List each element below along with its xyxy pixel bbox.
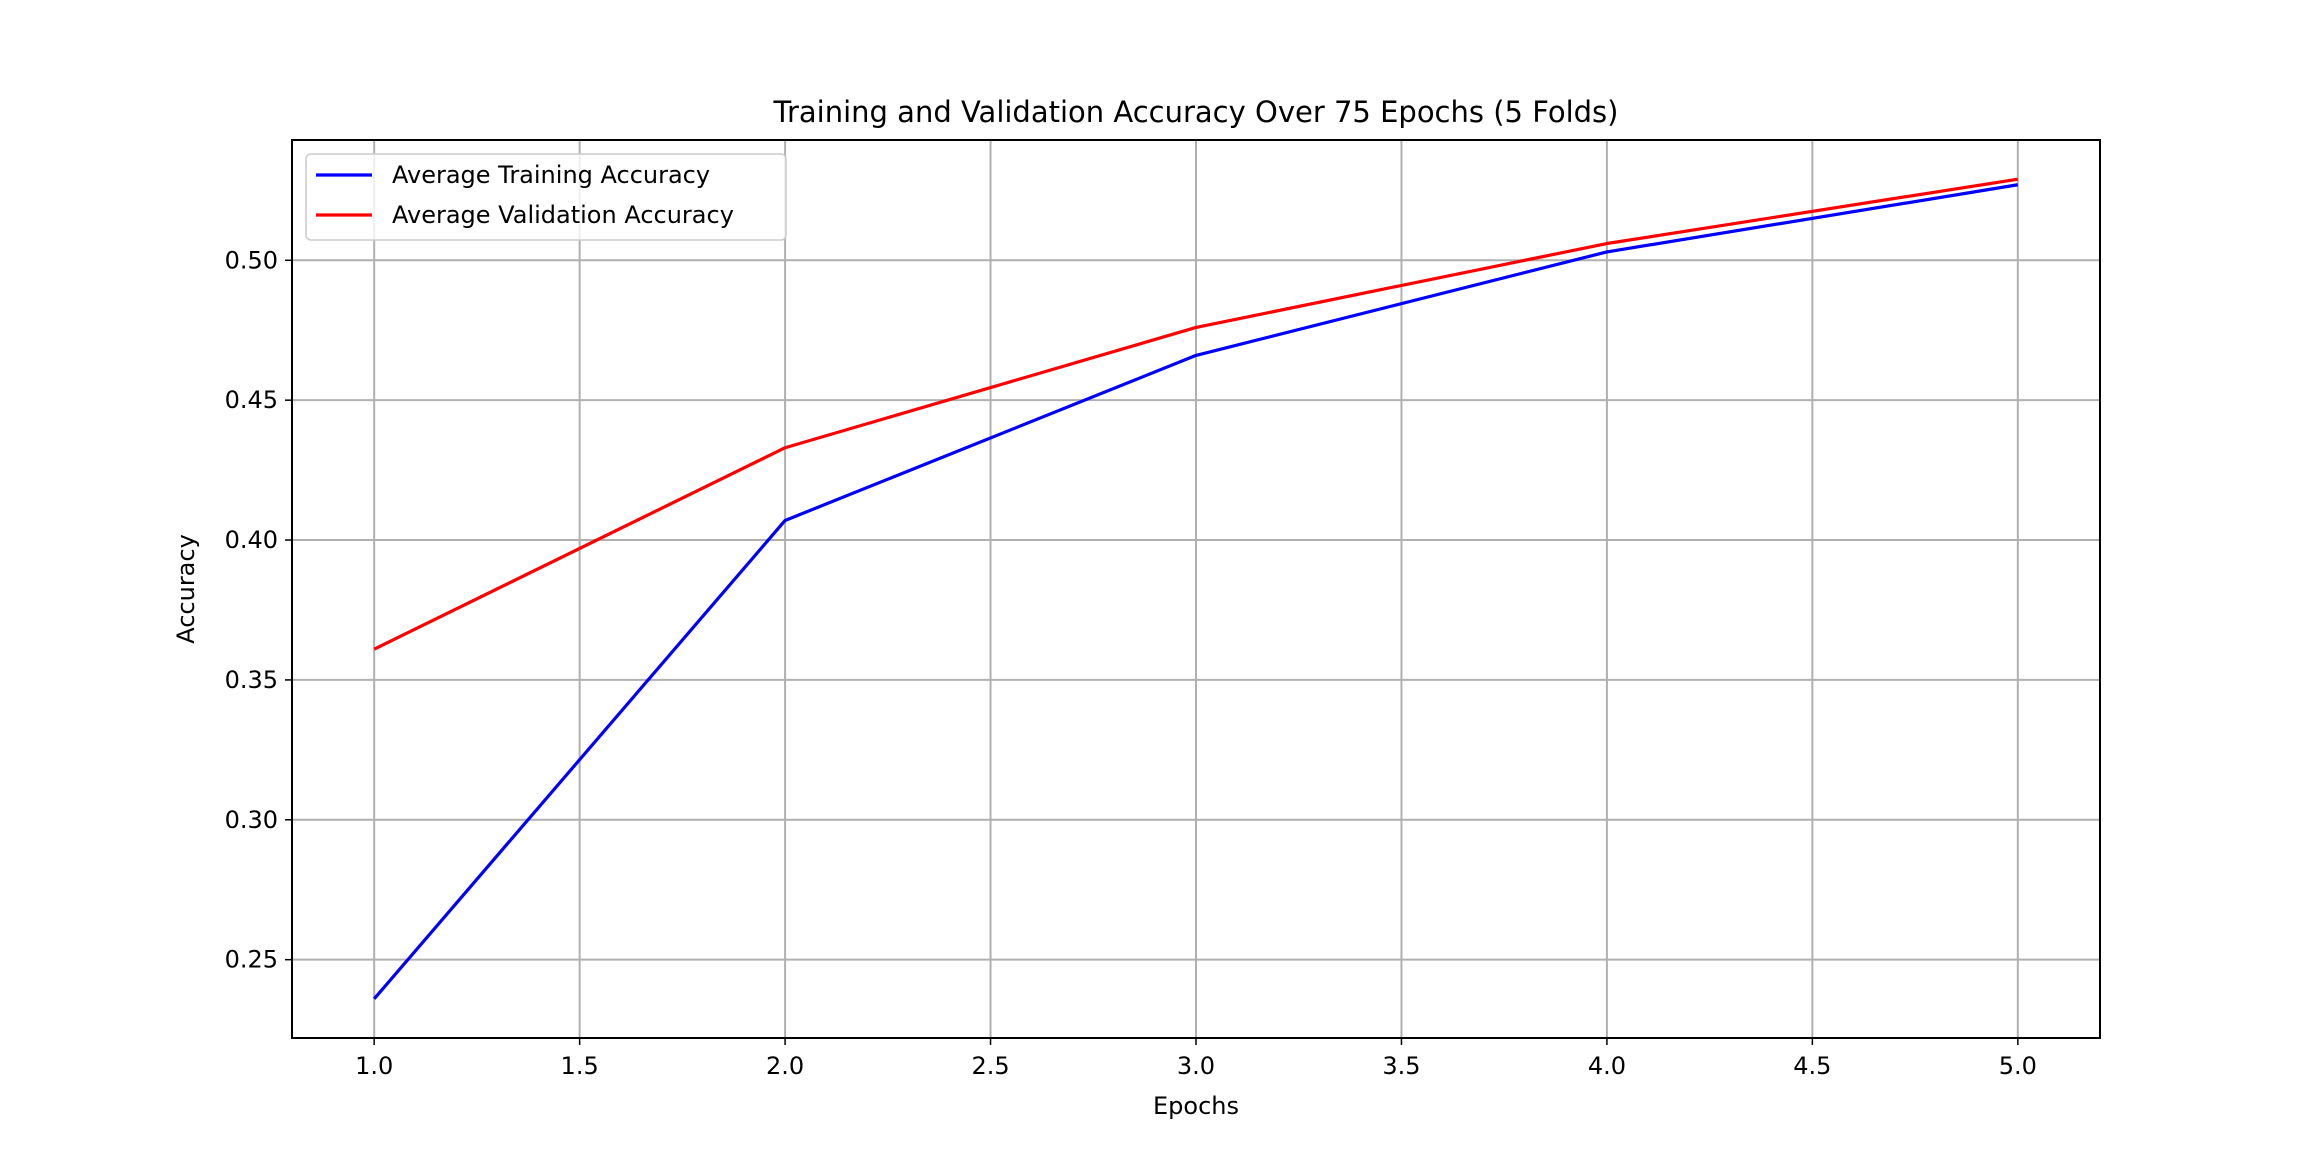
- y-tick-label: 0.30: [225, 806, 278, 834]
- x-tick-label: 1.5: [561, 1052, 599, 1080]
- y-axis-label: Accuracy: [172, 534, 200, 644]
- x-tick-label: 3.0: [1177, 1052, 1215, 1080]
- x-axis-ticks: 1.0 1.5 2.0 2.5 3.0 3.5 4.0 4.5 5.0: [355, 1038, 2037, 1080]
- validation-accuracy-line: [373, 177, 2019, 651]
- x-tick-label: 1.0: [355, 1052, 393, 1080]
- x-axis-label: Epochs: [1153, 1092, 1239, 1120]
- y-axis-ticks: 0.25 0.30 0.35 0.40 0.45 0.50: [225, 246, 292, 974]
- x-tick-label: 2.0: [766, 1052, 804, 1080]
- y-tick-label: 0.45: [225, 386, 278, 414]
- legend: Average Training Accuracy Average Valida…: [305, 153, 787, 241]
- x-tick-label: 5.0: [1999, 1052, 2037, 1080]
- y-tick-label: 0.40: [225, 526, 278, 554]
- y-tick-label: 0.35: [225, 666, 278, 694]
- legend-box: [305, 153, 787, 241]
- y-tick-label: 0.50: [225, 246, 278, 274]
- x-tick-label: 3.5: [1382, 1052, 1420, 1080]
- legend-label-training: Average Training Accuracy: [392, 161, 710, 189]
- x-tick-label: 4.0: [1588, 1052, 1626, 1080]
- series-lines: [372, 177, 2019, 1000]
- x-tick-label: 4.5: [1793, 1052, 1831, 1080]
- y-tick-label: 0.25: [225, 946, 278, 974]
- legend-label-validation: Average Validation Accuracy: [392, 201, 734, 229]
- chart-title: Training and Validation Accuracy Over 75…: [773, 95, 1619, 129]
- x-tick-label: 2.5: [971, 1052, 1009, 1080]
- training-accuracy-line: [372, 183, 2019, 1000]
